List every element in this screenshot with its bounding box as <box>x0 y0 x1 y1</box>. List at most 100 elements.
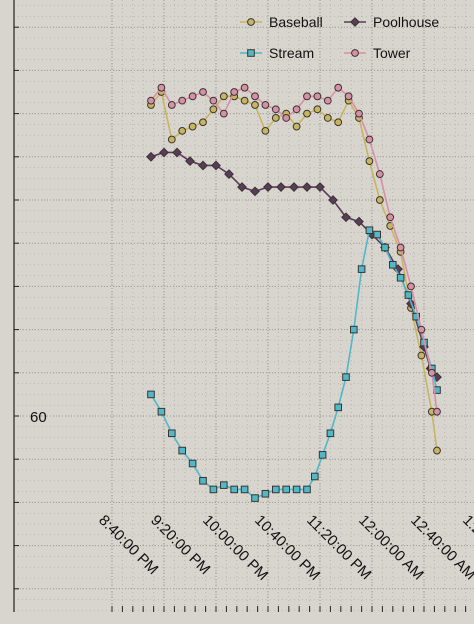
data-point-tower <box>313 92 322 101</box>
data-point-tower <box>230 88 239 96</box>
data-point-baseball <box>292 122 301 131</box>
data-point-poolhouse <box>211 160 221 171</box>
data-point-stream <box>396 273 405 282</box>
data-point-stream <box>318 451 327 459</box>
series-layer <box>146 83 442 502</box>
data-point-baseball <box>375 196 384 204</box>
data-point-stream <box>342 373 350 381</box>
data-point-baseball <box>417 351 426 360</box>
data-point-stream <box>412 312 420 321</box>
data-point-tower <box>334 83 343 92</box>
data-point-stream <box>326 429 335 438</box>
data-point-poolhouse <box>315 182 325 192</box>
series-stream <box>147 226 441 502</box>
data-point-baseball <box>433 446 441 455</box>
data-point-stream <box>311 472 319 481</box>
data-point-stream <box>404 291 413 299</box>
data-point-stream <box>147 390 155 399</box>
data-point-stream <box>389 261 397 269</box>
series-line-tower <box>150 86 438 412</box>
data-point-tower <box>178 96 187 105</box>
data-point-stream <box>220 481 228 489</box>
data-point-stream <box>251 494 259 502</box>
data-point-poolhouse <box>237 182 247 192</box>
legend-item-tower: Tower <box>344 45 411 61</box>
data-point-tower <box>147 96 155 105</box>
data-point-baseball <box>313 105 322 114</box>
data-point-stream <box>272 485 280 494</box>
data-point-stream <box>168 429 176 438</box>
data-point-poolhouse <box>328 195 338 205</box>
data-point-tower <box>251 92 259 101</box>
data-point-stream <box>334 403 342 412</box>
data-point-poolhouse <box>224 169 234 179</box>
data-point-tower <box>407 282 415 291</box>
data-point-tower <box>209 96 218 105</box>
data-point-tower <box>282 114 291 122</box>
data-point-poolhouse <box>276 182 286 192</box>
data-point-tower <box>199 88 207 96</box>
minor-grid <box>14 0 474 612</box>
data-point-poolhouse <box>146 151 156 162</box>
data-point-poolhouse <box>341 212 351 223</box>
data-point-stream <box>282 485 290 494</box>
legend: Baseball Poolhouse Stream Tower <box>240 14 439 61</box>
data-point-poolhouse <box>263 182 273 192</box>
data-point-stream <box>292 485 301 494</box>
data-point-tower <box>240 83 249 92</box>
y-tick-label: 60 <box>30 409 47 426</box>
data-point-poolhouse <box>250 186 260 197</box>
data-point-stream <box>230 485 238 494</box>
data-point-baseball <box>334 118 343 127</box>
data-point-tower <box>271 105 280 114</box>
data-point-poolhouse <box>289 182 299 192</box>
data-point-tower <box>417 325 426 334</box>
legend-item-poolhouse: Poolhouse <box>344 14 439 30</box>
legend-marker <box>247 18 255 26</box>
legend-marker <box>351 49 359 57</box>
legend-label: Tower <box>373 45 411 61</box>
data-point-tower <box>188 92 197 101</box>
data-point-stream <box>373 230 381 239</box>
data-point-baseball <box>303 109 311 118</box>
legend-label: Poolhouse <box>373 14 439 30</box>
series-line-stream <box>150 229 438 500</box>
data-point-baseball <box>261 126 270 135</box>
series-tower <box>147 83 441 416</box>
data-point-tower <box>355 109 363 118</box>
data-point-stream <box>199 477 207 485</box>
data-point-poolhouse <box>159 147 169 158</box>
data-point-tower <box>386 213 395 222</box>
data-point-poolhouse <box>198 160 208 171</box>
data-point-poolhouse <box>354 216 364 227</box>
data-point-stream <box>178 446 186 455</box>
data-point-tower <box>365 135 374 144</box>
legend-marker <box>350 17 360 27</box>
data-point-stream <box>381 243 389 252</box>
data-point-stream <box>157 407 166 416</box>
data-point-poolhouse <box>172 147 182 158</box>
data-point-baseball <box>365 157 374 166</box>
data-point-stream <box>357 265 366 273</box>
data-point-baseball <box>323 114 332 122</box>
legend-item-stream: Stream <box>240 45 314 61</box>
data-point-stream <box>209 485 218 494</box>
data-point-baseball <box>240 96 249 105</box>
data-point-stream <box>261 489 270 498</box>
data-point-baseball <box>167 135 176 144</box>
data-point-stream <box>365 226 374 235</box>
data-point-tower <box>433 407 441 416</box>
data-point-baseball <box>271 114 280 122</box>
data-point-tower <box>344 92 353 101</box>
data-point-tower <box>323 96 332 105</box>
data-point-poolhouse <box>185 156 195 167</box>
data-point-poolhouse <box>302 182 312 192</box>
data-point-tower <box>157 83 166 92</box>
legend-label: Stream <box>269 45 314 61</box>
data-point-tower <box>375 170 384 178</box>
major-grid <box>14 0 474 612</box>
data-point-baseball <box>209 105 218 114</box>
data-point-stream <box>303 485 311 494</box>
data-point-tower <box>261 101 270 109</box>
